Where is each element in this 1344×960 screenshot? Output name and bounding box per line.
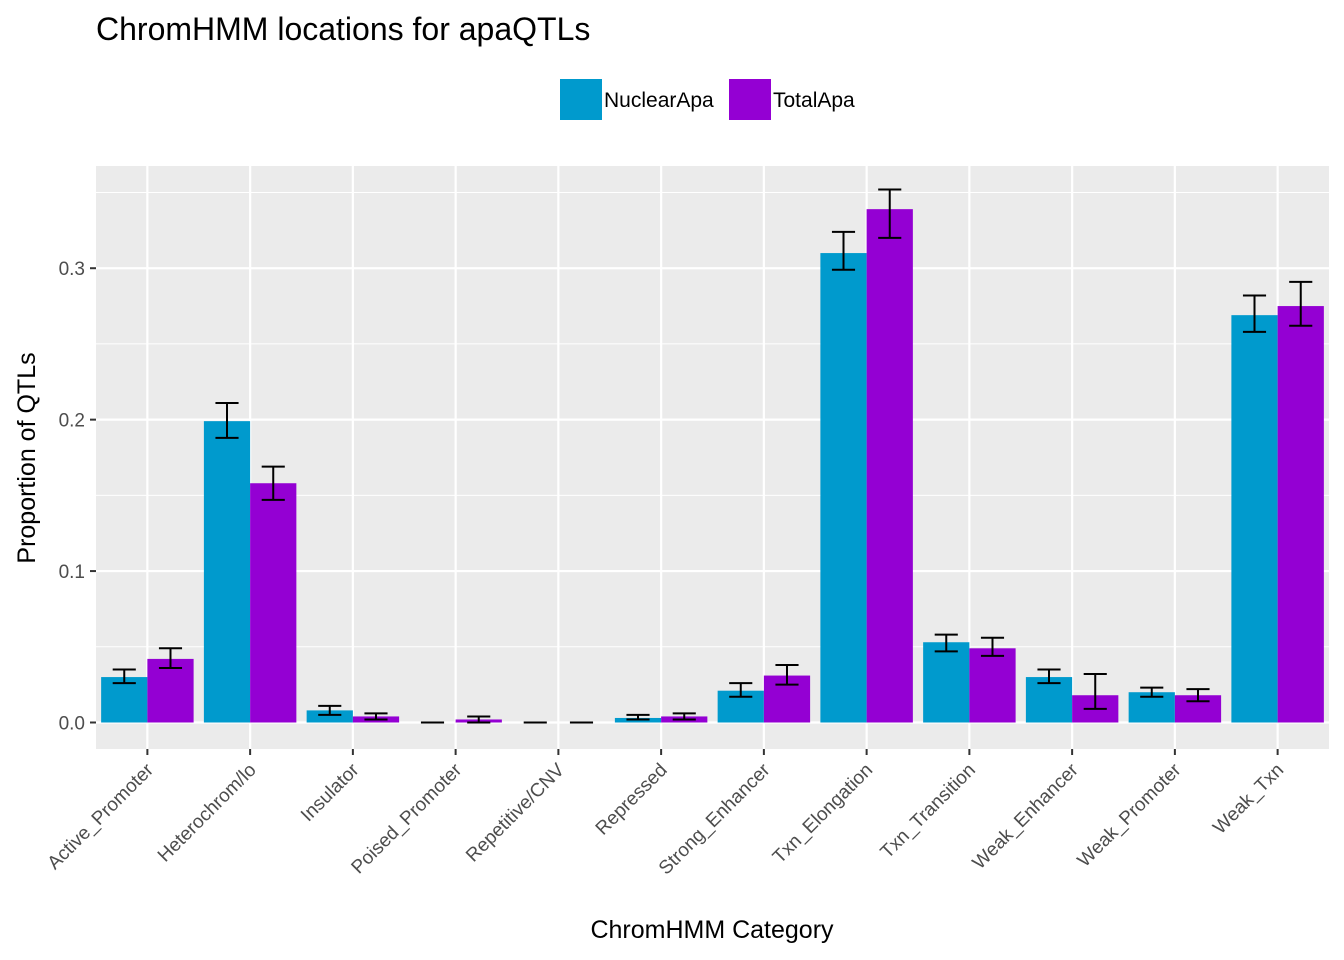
y-tick-label: 0.0 bbox=[59, 714, 85, 735]
errorbar-totalapa-heterochrom-lo bbox=[261, 465, 285, 501]
legend-label-totalapa: TotalApa bbox=[773, 89, 855, 112]
x-tick-label: Poised_Promoter bbox=[348, 759, 467, 878]
x-tick-label: Weak_Enhancer bbox=[969, 759, 1083, 873]
x-tick-label: Strong_Enhancer bbox=[655, 759, 775, 879]
x-tick-label: Repetitive/CNV bbox=[462, 759, 569, 866]
x-tick-label: Weak_Txn bbox=[1209, 760, 1288, 839]
x-tick-label: Insulator bbox=[297, 759, 364, 826]
bar-nuclearapa-txn-elongation bbox=[820, 253, 867, 723]
errorbar-totalapa-repressed bbox=[672, 712, 696, 721]
errorbar-totalapa-txn-elongation bbox=[878, 188, 902, 239]
bar-nuclearapa-heterochrom-lo bbox=[203, 421, 251, 723]
plot-panel bbox=[96, 166, 1329, 749]
bar-totalapa-txn-transition bbox=[969, 648, 1016, 723]
bar-nuclearapa-weak-txn bbox=[1231, 315, 1278, 723]
errorbar-nuclearapa-weak-enhancer bbox=[1037, 668, 1061, 685]
legend-swatch-nuclearapa bbox=[560, 79, 602, 120]
x-tick-label: Active_Promoter bbox=[44, 759, 159, 874]
bar-nuclearapa-txn-transition bbox=[923, 642, 970, 723]
bar-nuclearapa-weak-enhancer bbox=[1025, 677, 1073, 723]
x-tick-label: Txn_Transition bbox=[877, 760, 980, 863]
y-tick-label: 0.2 bbox=[59, 411, 85, 432]
bar-nuclearapa-insulator bbox=[306, 710, 353, 723]
x-axis-title: ChromHMM Category bbox=[590, 916, 834, 944]
legend-swatch-totalapa bbox=[729, 79, 771, 120]
errorbars-layer bbox=[112, 188, 1313, 724]
errorbar-nuclearapa-heterochrom-lo bbox=[215, 401, 239, 439]
bar-totalapa-txn-elongation bbox=[866, 209, 913, 723]
y-axis-title: Proportion of QTLs bbox=[13, 352, 41, 563]
errorbar-nuclearapa-txn-transition bbox=[934, 633, 958, 653]
errorbar-nuclearapa-txn-elongation bbox=[831, 230, 856, 271]
bars-layer bbox=[101, 209, 1324, 723]
x-tick-label: Heterochrom/lo bbox=[154, 760, 261, 867]
errorbar-totalapa-weak-txn bbox=[1289, 280, 1313, 327]
bar-totalapa-weak-txn bbox=[1277, 306, 1324, 723]
legend-label-nuclearapa: NuclearApa bbox=[604, 89, 714, 112]
bar-totalapa-heterochrom-lo bbox=[250, 483, 297, 723]
errorbar-totalapa-weak-enhancer bbox=[1083, 673, 1107, 710]
errorbar-totalapa-weak-promoter bbox=[1186, 688, 1210, 703]
legend: NuclearApa TotalApa bbox=[560, 79, 855, 120]
errorbar-nuclearapa-active-promoter bbox=[112, 668, 136, 685]
y-axis: 0.0 0.1 0.2 0.3 bbox=[59, 259, 96, 735]
errorbar-nuclearapa-weak-promoter bbox=[1140, 686, 1164, 698]
errorbar-nuclearapa-repressed bbox=[626, 713, 650, 721]
y-tick-label: 0.1 bbox=[59, 562, 85, 583]
bar-totalapa-active-promoter bbox=[147, 658, 194, 723]
errorbar-totalapa-txn-transition bbox=[980, 636, 1005, 657]
errorbar-nuclearapa-weak-txn bbox=[1242, 294, 1267, 333]
x-tick-label: Weak_Promoter bbox=[1074, 759, 1186, 871]
errorbar-nuclearapa-strong-enhancer bbox=[729, 682, 753, 698]
errorbar-nuclearapa-insulator bbox=[318, 704, 342, 716]
chart-title: ChromHMM locations for apaQTLs bbox=[96, 11, 590, 47]
x-tick-label: Txn_Elongation bbox=[769, 760, 877, 868]
errorbar-totalapa-active-promoter bbox=[158, 647, 183, 669]
errorbar-totalapa-insulator bbox=[364, 712, 388, 721]
bar-nuclearapa-active-promoter bbox=[101, 677, 148, 723]
x-tick-label: Repressed bbox=[592, 760, 672, 840]
y-tick-label: 0.3 bbox=[59, 259, 85, 280]
errorbar-totalapa-strong-enhancer bbox=[775, 663, 799, 686]
errorbar-totalapa-poised-promoter bbox=[467, 715, 491, 724]
